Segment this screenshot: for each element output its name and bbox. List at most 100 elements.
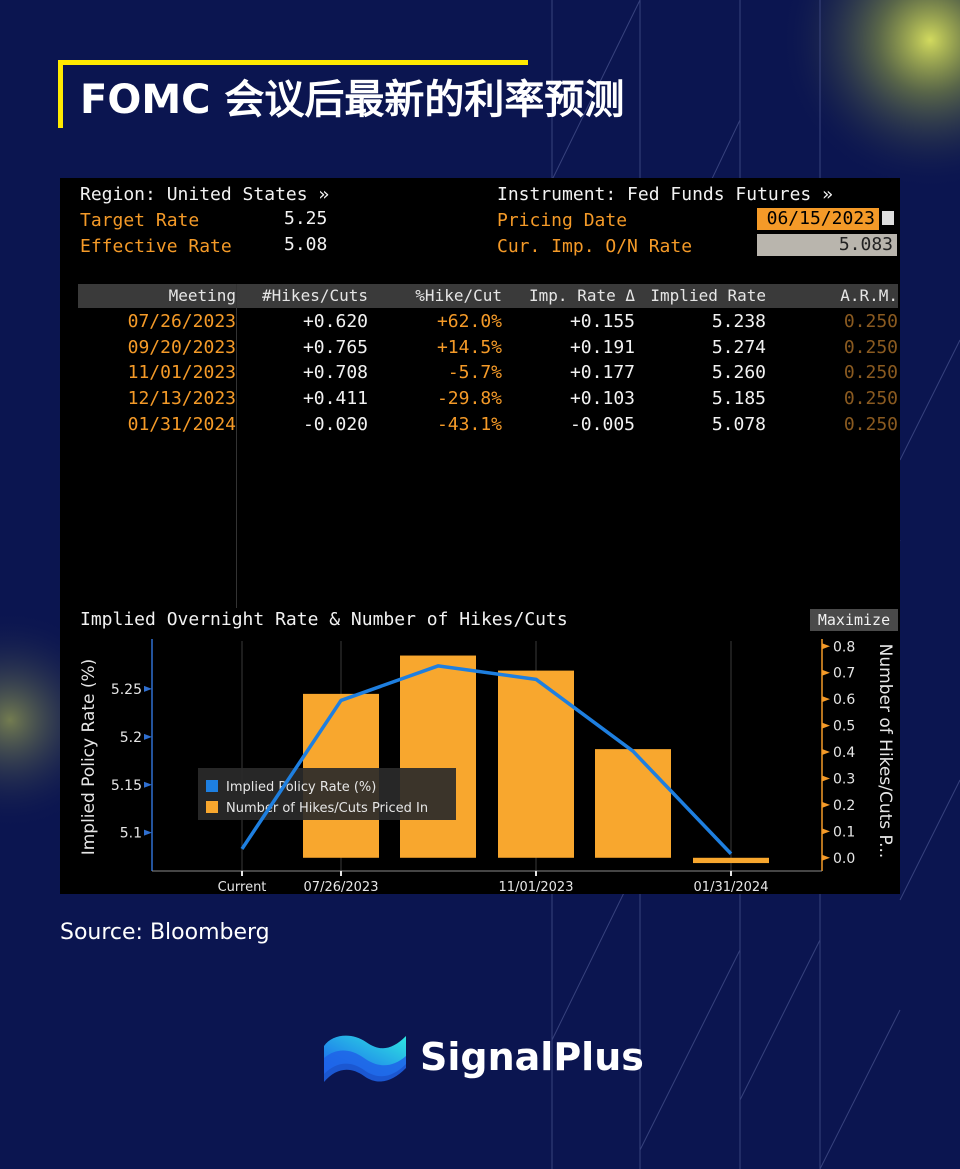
legend-box <box>198 768 456 820</box>
implied-rate-cell: 5.078 <box>711 413 766 435</box>
header-hikes-cuts: #Hikes/Cuts <box>262 286 368 305</box>
left-tick-label: 5.2 <box>120 730 142 746</box>
pct-hike-cut-cell: -5.7% <box>447 362 502 384</box>
pct-hike-cut-cell: -43.1% <box>436 413 502 435</box>
cur-imp-rate-label: Cur. Imp. O/N Rate <box>497 236 693 257</box>
pricing-date-label: Pricing Date <box>497 210 628 231</box>
region-selector[interactable]: Region: United States » <box>80 184 330 205</box>
bar-5 <box>693 857 769 864</box>
chart-area: Implied Policy Rate (%) Number of Hikes/C… <box>79 639 895 894</box>
source-note: Source: Bloomberg <box>60 920 270 945</box>
imp-rate-delta-cell: -0.005 <box>569 413 635 435</box>
target-rate-label: Target Rate <box>80 210 200 231</box>
legend-label-line: Implied Policy Rate (%) <box>226 780 376 795</box>
right-tick-label: 0.5 <box>833 719 855 735</box>
right-tick-mark <box>822 801 830 808</box>
table-divider <box>236 284 237 608</box>
right-tick-mark <box>822 722 830 729</box>
signalplus-logo: SignalPlus <box>322 1024 652 1094</box>
pricing-date-field[interactable]: 06/15/2023 <box>757 208 879 230</box>
right-tick-label: 0.7 <box>833 666 855 682</box>
page-title: FOMC 会议后最新的利率预测 <box>80 77 625 123</box>
right-tick-label: 0.6 <box>833 692 855 708</box>
implied-rate-cell: 5.260 <box>711 362 766 384</box>
x-tick-label: 11/01/2023 <box>499 880 574 894</box>
left-tick-label: 5.15 <box>111 778 142 794</box>
left-tick-mark <box>144 781 152 788</box>
right-tick-mark <box>822 669 830 676</box>
right-tick-label: 0.3 <box>833 771 855 787</box>
x-tick-label: 07/26/2023 <box>304 880 379 894</box>
cur-imp-rate-field: 5.083 <box>757 234 897 256</box>
implied-rate-line <box>240 664 733 855</box>
bar-2 <box>400 655 476 858</box>
arm-cell: 0.250 <box>843 362 898 384</box>
meeting-date: 09/20/2023 <box>127 336 236 358</box>
instrument-selector[interactable]: Instrument: Fed Funds Futures » <box>497 184 833 205</box>
header-imp-rate-delta: Imp. Rate Δ <box>529 286 635 305</box>
left-tick-mark <box>144 829 152 836</box>
pct-hike-cut-cell: +14.5% <box>436 336 502 358</box>
imp-rate-delta-cell: +0.191 <box>569 336 635 358</box>
y2-axis-title: Number of Hikes/Cuts P... <box>875 644 895 859</box>
header-pct-hike-cut: %Hike/Cut <box>415 286 502 305</box>
implied-rate-cell: 5.274 <box>711 336 766 358</box>
implied-rate-cell: 5.238 <box>711 311 766 332</box>
chart-title: Implied Overnight Rate & Number of Hikes… <box>80 609 568 630</box>
legend-swatch-bar <box>206 801 218 813</box>
pct-hike-cut-cell: -29.8% <box>436 388 502 410</box>
arm-cell: 0.250 <box>843 311 898 332</box>
right-tick-mark <box>822 643 830 650</box>
hikes-cuts-cell: -0.020 <box>302 413 368 435</box>
table-header-bar <box>78 284 898 308</box>
right-tick-mark <box>822 854 830 861</box>
header-meeting: Meeting <box>168 286 236 305</box>
right-tick-mark <box>822 749 830 756</box>
right-tick-mark <box>822 775 830 782</box>
arm-cell: 0.250 <box>843 413 898 435</box>
meeting-date: 12/13/2023 <box>127 388 236 410</box>
target-rate-value: 5.25 <box>284 208 328 229</box>
hikes-cuts-cell: +0.620 <box>302 311 368 332</box>
meeting-date: 11/01/2023 <box>127 362 236 384</box>
arm-cell: 0.250 <box>843 336 898 358</box>
imp-rate-delta-cell: +0.177 <box>569 362 635 384</box>
header-implied-rate: Implied Rate <box>650 286 766 305</box>
hikes-cuts-cell: +0.411 <box>302 388 368 410</box>
meeting-date: 07/26/2023 <box>127 311 236 332</box>
hikes-cuts-cell: +0.708 <box>302 362 368 384</box>
title-accent-left <box>58 60 63 128</box>
header-arm: A.R.M. <box>840 286 898 305</box>
x-tick-label: 01/31/2024 <box>694 880 769 894</box>
bar-3 <box>498 670 574 858</box>
right-tick-label: 0.8 <box>833 639 855 655</box>
right-tick-mark <box>822 696 830 703</box>
y-axis-title: Implied Policy Rate (%) <box>79 659 99 856</box>
x-tick-label: Current <box>218 880 267 894</box>
pct-hike-cut-cell: +62.0% <box>436 311 502 332</box>
left-tick-label: 5.25 <box>111 682 142 698</box>
right-tick-label: 0.4 <box>833 745 855 761</box>
bloomberg-panel: Region: United States » Target Rate 5.25… <box>60 178 900 894</box>
implied-rate-cell: 5.185 <box>711 388 766 410</box>
brand-name: SignalPlus <box>420 1035 644 1079</box>
right-tick-label: 0.2 <box>833 798 855 814</box>
arm-cell: 0.250 <box>843 388 898 410</box>
bar-4 <box>595 749 671 858</box>
legend-swatch-line <box>206 780 218 792</box>
meeting-date: 01/31/2024 <box>127 413 236 435</box>
effective-rate-label: Effective Rate <box>80 236 232 257</box>
calendar-icon[interactable] <box>882 211 894 225</box>
left-tick-mark <box>144 733 152 740</box>
hikes-cuts-cell: +0.765 <box>302 336 368 358</box>
imp-rate-delta-cell: +0.155 <box>569 311 635 332</box>
signalplus-logo-icon <box>324 1035 406 1082</box>
right-tick-label: 0.1 <box>833 824 855 840</box>
effective-rate-value: 5.08 <box>284 234 328 255</box>
left-tick-label: 5.1 <box>120 826 142 842</box>
right-tick-mark <box>822 828 830 835</box>
right-tick-label: 0.0 <box>833 851 855 867</box>
imp-rate-delta-cell: +0.103 <box>569 388 635 410</box>
maximize-button[interactable]: Maximize <box>810 609 898 631</box>
legend-label-bar: Number of Hikes/Cuts Priced In <box>226 801 428 816</box>
